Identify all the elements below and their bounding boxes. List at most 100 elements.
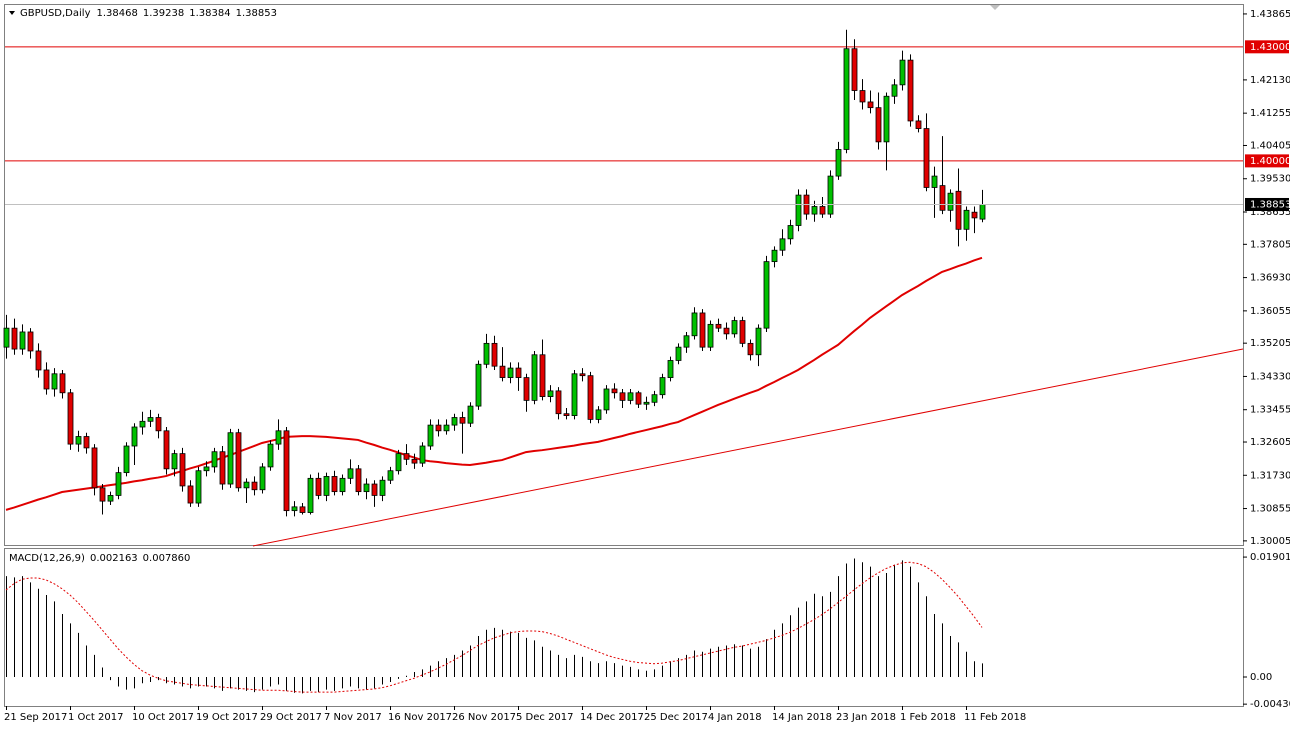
y-tick-label: 1.36055 <box>1250 306 1290 317</box>
y-tick-label: 1.37805 <box>1250 239 1290 250</box>
level-label: 1.40000 <box>1250 156 1290 167</box>
candle-body-down <box>587 375 594 420</box>
candle-body-up <box>827 175 834 215</box>
candle-body-up <box>755 327 762 356</box>
candle-body-down <box>875 107 882 143</box>
candle-body-down <box>563 413 570 416</box>
candle-body-down <box>955 190 962 230</box>
y-tick-label: 1.36930 <box>1250 273 1290 284</box>
candle-body-up <box>323 476 330 496</box>
signal-readout: 0.007860 <box>143 553 191 564</box>
symbol-menu-icon <box>9 11 15 15</box>
y-tick-label: 1.43865 <box>1250 9 1290 20</box>
candle-body-down <box>523 377 530 401</box>
candle-body-up <box>427 424 434 447</box>
y-tick-label: 1.40405 <box>1250 140 1290 151</box>
candle-body-up <box>75 436 82 445</box>
signal-line <box>5 561 983 693</box>
y-tick-label: 1.38655 <box>1250 207 1290 218</box>
price-tag <box>1245 197 1289 211</box>
candle-body-up <box>795 194 802 226</box>
candle-body-up <box>387 470 394 481</box>
symbol: GBPUSD,Daily <box>20 8 91 19</box>
candle-body-down <box>371 483 378 496</box>
candle-body-up <box>363 483 370 493</box>
candle-body-down <box>459 417 466 424</box>
candle-body-up <box>475 363 482 407</box>
candle-body-up <box>451 417 458 426</box>
candle-body-down <box>723 327 730 335</box>
candle-body-up <box>211 451 218 468</box>
candle-body-down <box>435 424 442 432</box>
open-readout: 1.38468 <box>97 8 138 19</box>
x-tick-label: 1 Oct 2017 <box>68 712 123 723</box>
candle-body-up <box>731 320 738 335</box>
candle-body-up <box>643 401 650 405</box>
moving-average <box>5 256 983 511</box>
candle-body-down <box>555 390 562 415</box>
candle-body-down <box>699 312 706 348</box>
y-tick-label: 0.00 <box>1250 672 1272 683</box>
candle-body-up <box>339 477 346 493</box>
candle-body-up <box>51 373 58 390</box>
candle-body-down <box>611 388 618 394</box>
x-tick-label: 4 Jan 2018 <box>708 712 762 723</box>
candle-body-up <box>307 477 314 513</box>
candle-body-up <box>811 206 818 215</box>
candle-body-up <box>3 327 10 348</box>
candle-body-down <box>715 323 722 329</box>
x-tick-label: 19 Oct 2017 <box>196 712 258 723</box>
candle-body-down <box>819 206 826 215</box>
candle-body-up <box>843 48 850 150</box>
high-readout: 1.39238 <box>143 8 184 19</box>
candle-body-up <box>547 390 554 397</box>
candle-body-up <box>947 192 954 211</box>
candle-body-up <box>483 342 490 365</box>
candle-body-up <box>507 367 514 378</box>
x-tick-label: 23 Jan 2018 <box>836 712 896 723</box>
candle-body-up <box>835 149 842 177</box>
candle-body-up <box>979 204 986 220</box>
candle-body-down <box>235 432 242 489</box>
candle-body-up <box>779 238 786 251</box>
candle-body-down <box>179 453 186 487</box>
candle-body-down <box>515 367 522 378</box>
y-tick-label: 1.30855 <box>1250 504 1290 515</box>
candle-body-up <box>107 495 114 502</box>
level-tag <box>1245 154 1289 168</box>
x-tick-label: 14 Dec 2017 <box>580 712 644 723</box>
candle-body-up <box>419 445 426 464</box>
macd-readout: 0.002163 <box>90 553 138 564</box>
candle-body-down <box>867 101 874 109</box>
candle-body-down <box>67 392 74 445</box>
trend-line <box>252 348 1244 547</box>
x-tick-label: 16 Nov 2017 <box>388 712 452 723</box>
candle-body-up <box>531 354 538 401</box>
candle-body-up <box>195 470 202 504</box>
candle-body-up <box>931 175 938 188</box>
candle-body-up <box>707 323 714 348</box>
y-tick-label: 1.32605 <box>1250 437 1290 448</box>
candle-body-up <box>131 426 138 447</box>
candle-body-down <box>35 350 42 371</box>
candle-body-up <box>395 453 402 472</box>
macd-title: MACD(12,26,9) <box>9 553 85 564</box>
candle-body-up <box>227 432 234 485</box>
candle-body-up <box>171 453 178 470</box>
candle-body-up <box>891 84 898 97</box>
candle-body-up <box>651 394 658 403</box>
candle-body-down <box>499 365 506 378</box>
candle-body-down <box>739 320 746 344</box>
candle-body-up <box>467 405 474 424</box>
candle-body-down <box>411 458 418 464</box>
candle-body-down <box>283 430 290 512</box>
price-label: 1.38853 <box>1250 199 1290 210</box>
candle-body-up <box>291 506 298 512</box>
candle-body-down <box>355 468 362 493</box>
candle-body-up <box>675 346 682 361</box>
candle-body-down <box>43 369 50 390</box>
symbol-header: GBPUSD,Daily 1.38468 1.39238 1.38384 1.38853 <box>20 8 277 19</box>
candle-body-up <box>139 420 146 428</box>
